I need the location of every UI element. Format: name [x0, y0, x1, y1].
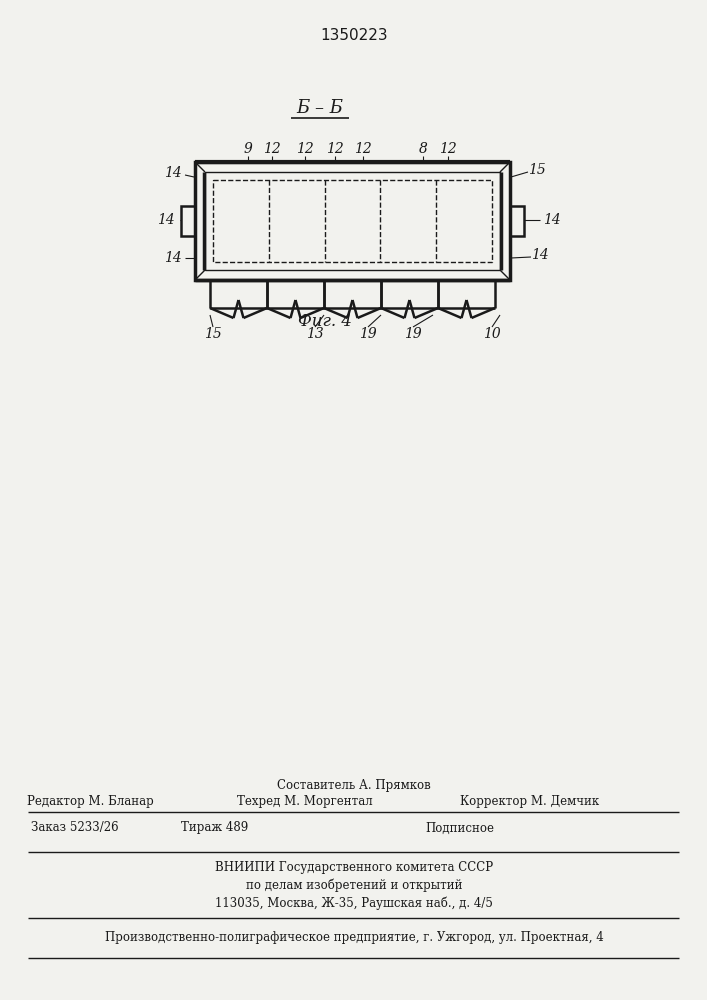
Text: Редактор М. Бланар: Редактор М. Бланар — [27, 796, 153, 808]
Text: ВНИИПИ Государственного комитета СССР: ВНИИПИ Государственного комитета СССР — [215, 860, 493, 874]
Text: 12: 12 — [439, 142, 457, 156]
Bar — [195, 162, 510, 280]
Text: 12: 12 — [296, 142, 314, 156]
Text: Тираж 489: Тираж 489 — [182, 822, 249, 834]
Text: 15: 15 — [204, 327, 222, 341]
Bar — [510, 206, 524, 236]
Text: 14: 14 — [164, 251, 182, 265]
Text: 14: 14 — [164, 166, 182, 180]
Text: 12: 12 — [326, 142, 344, 156]
Text: Подписное: Подписное — [426, 822, 494, 834]
Text: 113035, Москва, Ж-35, Раушская наб., д. 4/5: 113035, Москва, Ж-35, Раушская наб., д. … — [215, 896, 493, 910]
Text: 10: 10 — [483, 327, 501, 341]
Text: Техред М. Моргентал: Техред М. Моргентал — [237, 796, 373, 808]
Text: 14: 14 — [543, 213, 561, 227]
Bar — [181, 206, 195, 236]
Text: 19: 19 — [404, 327, 422, 341]
Text: 15: 15 — [528, 163, 546, 177]
Text: 12: 12 — [354, 142, 372, 156]
Text: 1350223: 1350223 — [320, 28, 388, 43]
Text: 14: 14 — [157, 213, 175, 227]
Bar — [213, 180, 492, 262]
Text: Производственно-полиграфическое предприятие, г. Ужгород, ул. Проектная, 4: Производственно-полиграфическое предприя… — [105, 932, 603, 944]
Text: Составитель А. Прямков: Составитель А. Прямков — [277, 778, 431, 792]
Text: Фиг. 4: Фиг. 4 — [298, 314, 352, 330]
Text: 8: 8 — [419, 142, 428, 156]
Text: Корректор М. Демчик: Корректор М. Демчик — [460, 796, 600, 808]
Text: 13: 13 — [306, 327, 324, 341]
Text: Заказ 5233/26: Заказ 5233/26 — [31, 822, 119, 834]
Text: 12: 12 — [263, 142, 281, 156]
Text: 9: 9 — [244, 142, 252, 156]
Bar — [205, 172, 500, 270]
Text: по делам изобретений и открытий: по делам изобретений и открытий — [246, 878, 462, 892]
Text: Б – Б: Б – Б — [296, 99, 344, 117]
Text: 19: 19 — [359, 327, 377, 341]
Text: 14: 14 — [531, 248, 549, 262]
